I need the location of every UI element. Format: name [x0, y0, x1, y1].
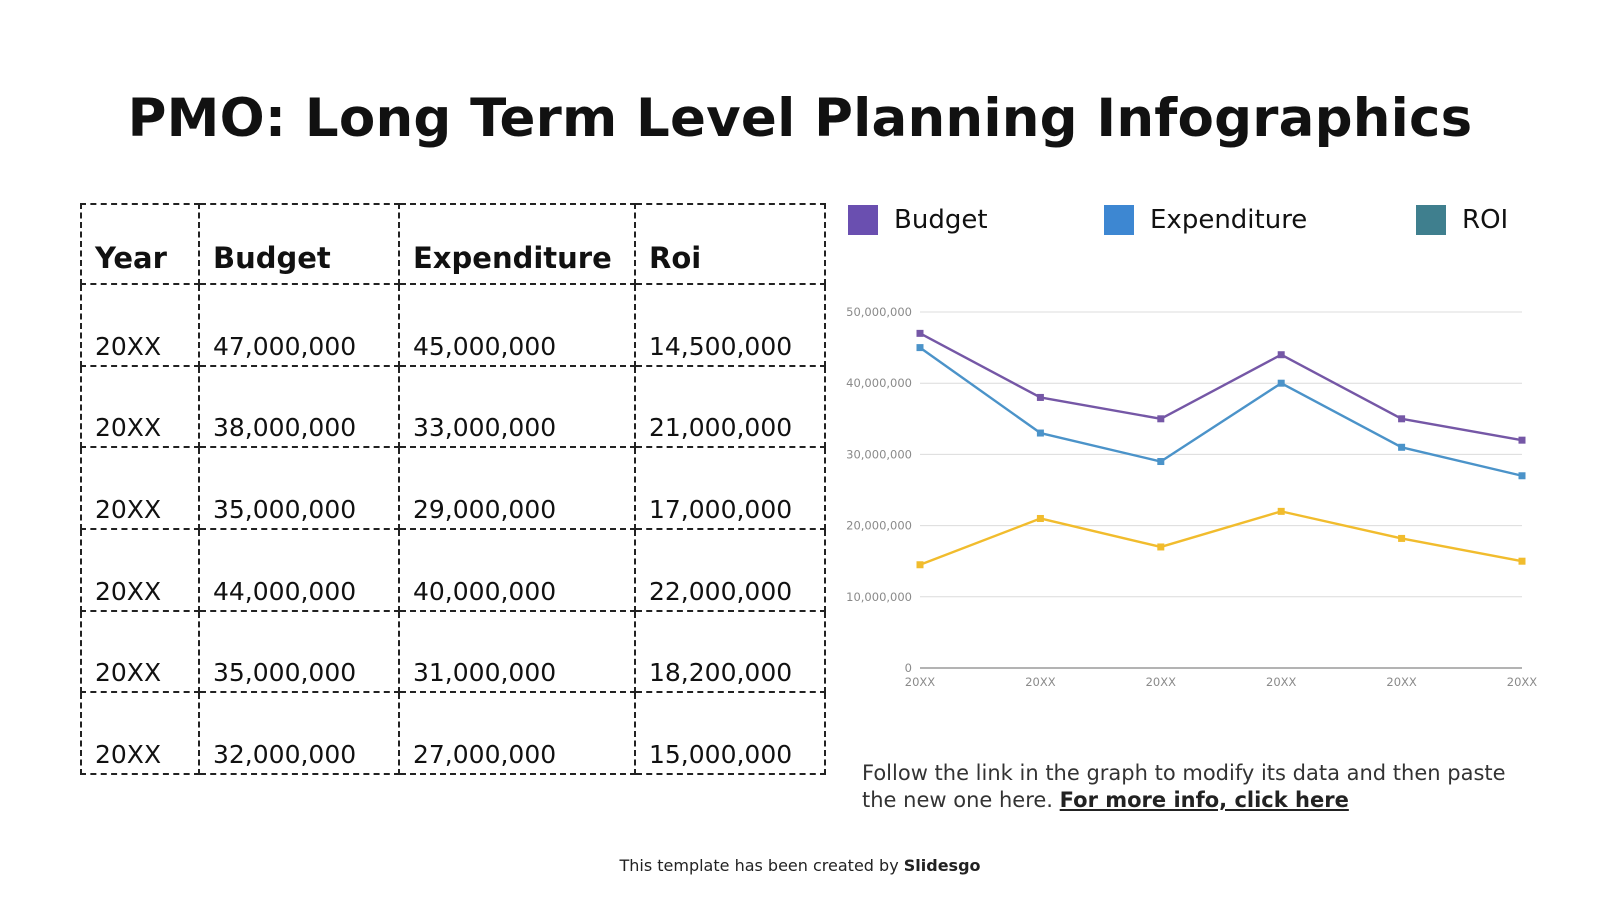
y-tick-label: 40,000,000	[846, 376, 912, 390]
cell-budget: 47,000,000	[198, 283, 400, 367]
legend-item-expenditure: Expenditure	[1104, 203, 1307, 237]
cell-year: 20XX	[80, 691, 200, 775]
table-row: 20XX 38,000,000 33,000,000 21,000,000	[80, 364, 826, 449]
x-tick-label: 20XX	[1266, 675, 1297, 689]
data-point-expenditure	[1036, 429, 1044, 437]
cell-year: 20XX	[80, 609, 200, 694]
data-point-budget	[1036, 393, 1044, 401]
cell-expenditure: 40,000,000	[398, 527, 636, 612]
legend-item-budget: Budget	[848, 203, 988, 237]
data-point-expenditure	[1518, 472, 1526, 480]
table-row: 20XX 44,000,000 40,000,000 22,000,000	[80, 527, 826, 612]
cell-roi: 21,000,000	[634, 364, 826, 449]
x-tick-label: 20XX	[905, 675, 936, 689]
y-tick-label: 0	[905, 661, 912, 675]
more-info-link[interactable]: For more info, click here	[1059, 788, 1349, 812]
header-roi: Roi	[634, 203, 826, 285]
cell-expenditure: 27,000,000	[398, 691, 636, 775]
cell-budget: 35,000,000	[198, 609, 400, 694]
cell-expenditure: 31,000,000	[398, 609, 636, 694]
series-line-roi	[919, 510, 1523, 566]
data-point-roi	[1398, 534, 1406, 542]
cell-year: 20XX	[80, 283, 200, 367]
page-title: PMO: Long Term Level Planning Infographi…	[127, 88, 1473, 149]
data-point-budget	[1398, 415, 1406, 423]
legend-label-expenditure: Expenditure	[1150, 205, 1308, 235]
series-line-budget	[919, 332, 1523, 442]
cell-year: 20XX	[80, 364, 200, 449]
data-point-roi	[1036, 514, 1044, 522]
cell-roi: 18,200,000	[634, 609, 826, 694]
data-point-expenditure	[1277, 379, 1285, 387]
data-point-expenditure	[1398, 443, 1406, 451]
series-line-expenditure	[919, 346, 1523, 477]
data-point-expenditure	[916, 344, 924, 352]
data-point-budget	[1518, 436, 1526, 444]
data-point-roi	[916, 561, 924, 569]
data-point-roi	[1277, 507, 1285, 515]
cell-budget: 38,000,000	[198, 364, 400, 449]
cell-roi: 14,500,000	[634, 283, 826, 367]
footer-brand: Slidesgo	[903, 856, 981, 875]
table-header-row: Year Budget Expenditure Roi	[80, 203, 826, 285]
header-expenditure: Expenditure	[398, 203, 636, 285]
legend-swatch-budget	[848, 205, 878, 235]
cell-budget: 44,000,000	[198, 527, 400, 612]
x-tick-label: 20XX	[1025, 675, 1056, 689]
table-row: 20XX 47,000,000 45,000,000 14,500,000	[80, 283, 826, 367]
cell-budget: 32,000,000	[198, 691, 400, 775]
cell-year: 20XX	[80, 446, 200, 530]
line-chart[interactable]: 0 10,000,000 20,000,000 30,000,000 40,000,00…	[840, 290, 1540, 700]
y-tick-label: 10,000,000	[846, 590, 912, 604]
cell-year: 20XX	[80, 527, 200, 612]
cell-budget: 35,000,000	[198, 446, 400, 530]
cell-roi: 15,000,000	[634, 691, 826, 775]
cell-roi: 17,000,000	[634, 446, 826, 530]
legend-label-budget: Budget	[894, 205, 988, 235]
legend-item-roi: ROI	[1416, 203, 1508, 237]
data-point-budget	[1157, 415, 1165, 423]
cell-expenditure: 29,000,000	[398, 446, 636, 530]
table-row: 20XX 35,000,000 29,000,000 17,000,000	[80, 446, 826, 530]
x-tick-label: 20XX	[1386, 675, 1417, 689]
cell-expenditure: 45,000,000	[398, 283, 636, 367]
legend-swatch-expenditure	[1104, 205, 1134, 235]
data-table: Year Budget Expenditure Roi 20XX 47,000,…	[80, 203, 826, 775]
chart-note: Follow the link in the graph to modify i…	[862, 760, 1522, 814]
footer-text: This template has been created by	[619, 856, 899, 875]
data-point-expenditure	[1157, 458, 1165, 466]
header-year: Year	[80, 203, 200, 285]
y-tick-label: 20,000,000	[846, 519, 912, 533]
data-point-roi	[1157, 543, 1165, 551]
table-row: 20XX 32,000,000 27,000,000 15,000,000	[80, 691, 826, 775]
header-budget: Budget	[198, 203, 400, 285]
legend-label-roi: ROI	[1462, 205, 1509, 235]
legend-swatch-roi	[1416, 205, 1446, 235]
footer: This template has been created by Slides…	[0, 856, 1600, 875]
x-tick-label: 20XX	[1146, 675, 1177, 689]
y-tick-label: 30,000,000	[846, 447, 912, 461]
data-point-budget	[916, 329, 924, 337]
data-point-budget	[1277, 351, 1285, 359]
note-text: Follow the link in the graph to modify i…	[862, 761, 1506, 812]
x-tick-label: 20XX	[1507, 675, 1538, 689]
cell-roi: 22,000,000	[634, 527, 826, 612]
data-point-roi	[1518, 557, 1526, 565]
y-tick-label: 50,000,000	[846, 305, 912, 319]
cell-expenditure: 33,000,000	[398, 364, 636, 449]
chart-legend: Budget Expenditure ROI	[848, 203, 1528, 237]
table-row: 20XX 35,000,000 31,000,000 18,200,000	[80, 609, 826, 694]
